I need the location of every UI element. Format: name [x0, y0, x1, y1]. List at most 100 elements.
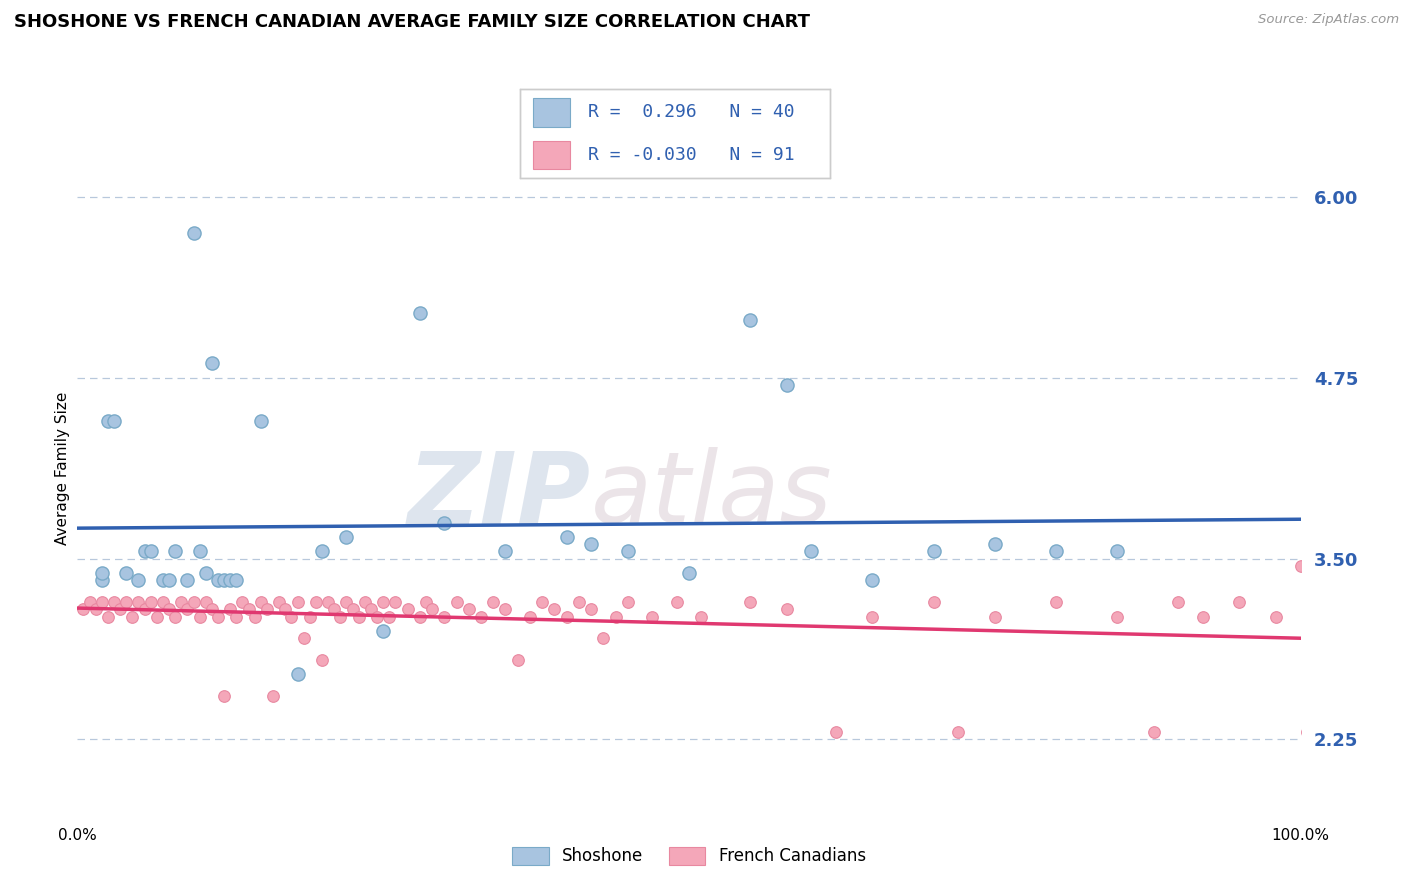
Point: [776, 602, 799, 616]
Point: [212, 689, 235, 703]
Point: [531, 595, 554, 609]
Point: [323, 602, 346, 616]
Point: [1045, 595, 1067, 609]
Point: [862, 609, 884, 624]
Point: [269, 595, 291, 609]
Point: [280, 609, 302, 624]
Point: [292, 631, 315, 645]
Point: [97, 414, 120, 428]
Point: [1191, 609, 1213, 624]
Point: [287, 667, 309, 681]
Point: [316, 595, 339, 609]
Point: [250, 414, 273, 428]
Point: [207, 609, 229, 624]
Point: [1295, 725, 1317, 739]
Point: [446, 595, 468, 609]
Point: [176, 602, 198, 616]
Point: [335, 595, 357, 609]
Point: [378, 609, 401, 624]
Point: [641, 609, 664, 624]
Point: [579, 537, 602, 551]
Point: [495, 602, 517, 616]
Point: [165, 544, 187, 558]
Text: R =  0.296   N = 40: R = 0.296 N = 40: [588, 103, 794, 121]
Point: [371, 595, 394, 609]
Point: [157, 602, 180, 616]
Point: [231, 595, 253, 609]
Point: [127, 574, 149, 588]
Point: [1265, 609, 1288, 624]
Point: [922, 544, 945, 558]
Point: [225, 574, 247, 588]
Point: [108, 602, 131, 616]
Point: [776, 378, 799, 392]
Point: [201, 356, 224, 370]
Point: [72, 602, 94, 616]
Point: [396, 602, 419, 616]
Point: [457, 602, 479, 616]
Bar: [533, 141, 569, 169]
Point: [298, 609, 321, 624]
Point: [103, 414, 125, 428]
Point: [946, 725, 969, 739]
Point: [824, 725, 846, 739]
Point: [592, 631, 614, 645]
Point: [922, 595, 945, 609]
Point: [568, 595, 591, 609]
Point: [238, 602, 260, 616]
Point: [183, 595, 205, 609]
Point: [194, 566, 217, 581]
Point: [262, 689, 284, 703]
Point: [139, 595, 162, 609]
Point: [152, 574, 174, 588]
Point: [188, 544, 211, 558]
Point: [84, 602, 107, 616]
Point: [690, 609, 713, 624]
Point: [183, 227, 205, 241]
Point: [605, 609, 627, 624]
Text: Source: ZipAtlas.com: Source: ZipAtlas.com: [1258, 13, 1399, 27]
Point: [127, 595, 149, 609]
Point: [1229, 595, 1251, 609]
Text: atlas: atlas: [591, 447, 832, 544]
Point: [219, 574, 242, 588]
Point: [311, 653, 333, 667]
Point: [194, 595, 217, 609]
Point: [617, 595, 640, 609]
Point: [103, 595, 125, 609]
Point: [79, 595, 101, 609]
Point: [353, 595, 375, 609]
Point: [170, 595, 193, 609]
Point: [157, 574, 180, 588]
Point: [482, 595, 505, 609]
Point: [371, 624, 394, 638]
Point: [165, 609, 187, 624]
Point: [90, 595, 112, 609]
Point: [1107, 609, 1129, 624]
Point: [139, 544, 162, 558]
Point: [90, 574, 112, 588]
Point: [678, 566, 700, 581]
Point: [176, 574, 198, 588]
Point: [134, 544, 156, 558]
Point: [219, 602, 242, 616]
Point: [250, 595, 273, 609]
Point: [212, 574, 235, 588]
Point: [188, 609, 211, 624]
Point: [665, 595, 688, 609]
Point: [1289, 558, 1312, 573]
Text: ZIP: ZIP: [408, 447, 591, 544]
Point: [329, 609, 352, 624]
Point: [360, 602, 382, 616]
Point: [495, 544, 517, 558]
Point: [579, 602, 602, 616]
Point: [470, 609, 492, 624]
Point: [555, 609, 578, 624]
Point: [740, 313, 762, 327]
Point: [519, 609, 541, 624]
Point: [335, 530, 357, 544]
Point: [543, 602, 565, 616]
Point: [984, 537, 1007, 551]
Text: SHOSHONE VS FRENCH CANADIAN AVERAGE FAMILY SIZE CORRELATION CHART: SHOSHONE VS FRENCH CANADIAN AVERAGE FAMI…: [14, 13, 810, 31]
Point: [1045, 544, 1067, 558]
